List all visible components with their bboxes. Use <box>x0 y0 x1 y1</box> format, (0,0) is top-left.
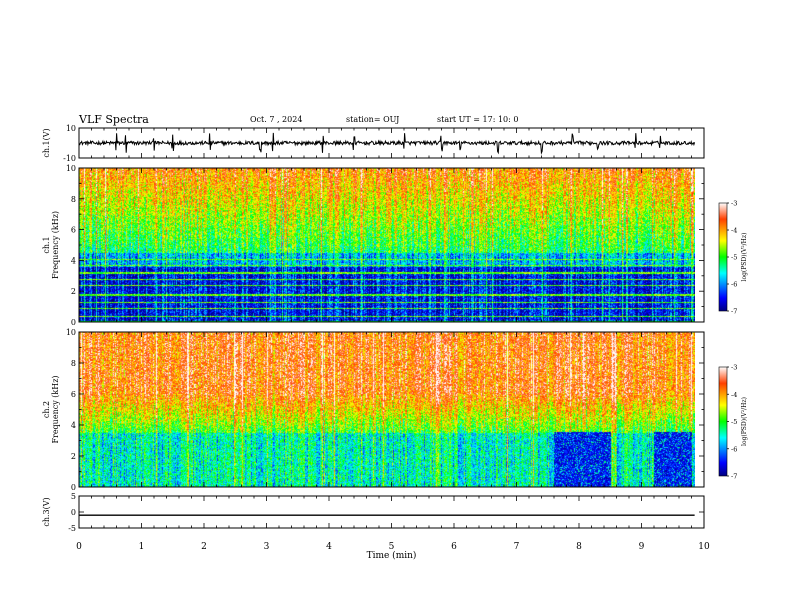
y-tick-label: 10 <box>66 328 76 337</box>
colorbar-tick-label: -7 <box>731 308 737 316</box>
x-tick-label: 5 <box>389 542 395 552</box>
y-tick-label: 0 <box>71 483 76 492</box>
colorbar-tick-label: -5 <box>731 254 737 262</box>
x-axis-label: Time (min) <box>367 550 417 561</box>
x-tick-label: 2 <box>201 542 207 552</box>
start-time-label: start UT = 17: 10: 0 <box>437 115 519 124</box>
y-axis-label: Frequency (kHz) <box>51 375 60 443</box>
x-tick-label: 9 <box>639 542 645 552</box>
y-tick-label: 2 <box>71 287 76 296</box>
y-tick-label: 4 <box>71 421 76 430</box>
y-tick-label: 10 <box>66 164 76 173</box>
ch1-waveform-line <box>79 132 696 155</box>
y-tick-label: 6 <box>71 390 76 399</box>
colorbar <box>718 366 728 477</box>
colorbar-label: log(PSD)(V²/Hz) <box>741 397 748 446</box>
y-tick-label: 0 <box>71 318 76 327</box>
y-tick-label: -5 <box>68 524 76 533</box>
ch1-spectrogram-image <box>79 168 695 322</box>
y-tick-label: -10 <box>63 154 76 163</box>
ch2-spectrogram-image <box>79 332 695 487</box>
colorbar <box>718 202 728 312</box>
y-axis-label: ch.3(V) <box>42 497 51 526</box>
x-tick-label: 3 <box>264 542 270 552</box>
y-axis-label: ch.1(V) <box>42 128 51 157</box>
y-axis-label: ch.2 <box>42 401 51 418</box>
y-tick-label: 2 <box>71 452 76 461</box>
x-tick-label: 8 <box>576 542 582 552</box>
y-tick-label: 5 <box>71 492 76 501</box>
x-tick-label: 10 <box>698 542 710 552</box>
y-tick-label: 6 <box>71 226 76 235</box>
y-tick-label: 10 <box>66 124 76 133</box>
y-tick-label: 4 <box>71 256 76 265</box>
figure-title: VLF Spectra <box>79 113 149 126</box>
colorbar-tick-label: -5 <box>731 418 737 426</box>
y-axis-label: Frequency (kHz) <box>51 211 60 279</box>
y-tick-label: 0 <box>71 508 76 517</box>
colorbar-tick-label: -4 <box>731 391 737 399</box>
y-tick-label: 8 <box>71 195 76 204</box>
x-tick-label: 1 <box>139 542 145 552</box>
x-tick-label: 4 <box>326 542 332 552</box>
x-tick-label: 0 <box>76 542 82 552</box>
y-axis-label: ch.1 <box>42 236 51 253</box>
colorbar-tick-label: -6 <box>731 445 737 453</box>
colorbar-tick-label: -7 <box>731 473 737 481</box>
date-label: Oct. 7 , 2024 <box>250 115 303 124</box>
x-tick-label: 7 <box>514 542 520 552</box>
colorbar-label: log(PSD)(V²/Hz) <box>741 233 748 282</box>
colorbar-tick-label: -3 <box>731 364 737 372</box>
station-label: station= OUJ <box>346 115 400 124</box>
y-tick-label: 8 <box>71 359 76 368</box>
x-tick-label: 6 <box>451 542 457 552</box>
colorbar-tick-label: -6 <box>731 281 737 289</box>
colorbar-tick-label: -4 <box>731 227 737 235</box>
colorbar-tick-label: -3 <box>731 200 737 208</box>
